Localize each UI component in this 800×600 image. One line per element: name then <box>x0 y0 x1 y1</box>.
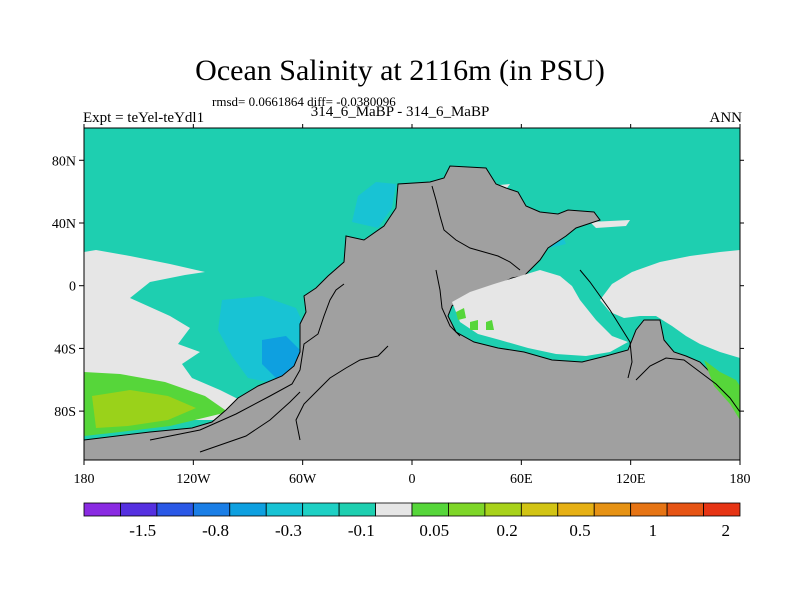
coastline-west <box>149 283 345 441</box>
y-tick-label: 80S <box>54 405 76 420</box>
y-tick-label: 0 <box>69 280 76 295</box>
x-tick-label: 180 <box>730 472 751 487</box>
colorbar-swatch <box>120 502 158 517</box>
coastline-australia <box>635 357 740 413</box>
colorbar-swatch <box>593 502 632 517</box>
colorbar-swatch <box>83 502 121 517</box>
x-tick-label: 60E <box>510 472 533 487</box>
blue-patch-north <box>352 182 396 228</box>
colorbar-label: -0.8 <box>202 521 229 540</box>
colorbar-swatch <box>703 502 741 517</box>
colorbar-swatch <box>484 502 522 517</box>
land-mass <box>84 165 740 460</box>
colorbar-swatch <box>666 502 704 517</box>
coastline-arctic <box>431 185 521 271</box>
x-tick-label: 120E <box>616 472 646 487</box>
colorbar-label: -1.5 <box>129 521 156 540</box>
colorbar-label: -0.1 <box>348 521 375 540</box>
stats-line: rmsd= 0.0661864 diff= -0.0380096 <box>212 94 396 109</box>
chart-subtitle: 314_6_MaBP - 314_6_MaBP <box>310 104 490 120</box>
x-tick-label: 60W <box>289 472 317 487</box>
colorbar-label: 1 <box>649 521 658 540</box>
coastline-india <box>579 269 633 379</box>
near-zero-region-central-east <box>452 270 628 356</box>
colorbar-swatch <box>411 502 449 517</box>
near-zero-region-northeast <box>590 220 630 228</box>
colorbar-swatch <box>338 502 376 517</box>
deep-blue-patch-pacific <box>262 336 300 378</box>
colorbar-swatch <box>630 502 668 517</box>
near-zero-region-east <box>600 250 740 358</box>
colorbar-label: 2 <box>722 521 731 540</box>
y-tick-label: 40N <box>52 217 76 232</box>
colorbar-swatch <box>302 502 340 517</box>
colorbar-swatch <box>156 502 194 517</box>
colorbar-swatch <box>375 502 413 517</box>
season-label: ANN <box>709 110 743 126</box>
colorbar-swatch <box>557 502 595 517</box>
colorbar-label: 0.5 <box>569 521 590 540</box>
positive-speck-a <box>456 308 466 320</box>
coastline-south <box>199 391 301 453</box>
x-tick-label: 120W <box>176 472 211 487</box>
chart-title: Ocean Salinity at 2116m (in PSU) <box>195 54 605 87</box>
positive-region-southwest-inner <box>92 390 196 428</box>
coastline-central <box>435 269 461 337</box>
colorbar: -1.5 -0.8 -0.3 -0.1 0.05 0.2 0.5 1 2 <box>83 502 741 540</box>
colorbar-swatch <box>520 502 559 517</box>
x-tick-label: 180 <box>74 472 95 487</box>
colorbar-label: 0.2 <box>496 521 517 540</box>
experiment-label: Expt = teYel-teYdl1 <box>83 110 205 126</box>
x-tick-label: 0 <box>409 472 416 487</box>
colorbar-swatch <box>265 502 304 517</box>
map-field <box>84 128 740 460</box>
colorbar-swatch <box>229 502 267 517</box>
colorbar-label: -0.3 <box>275 521 302 540</box>
axis-ticks: 180 120W 60W 0 60E 120E 180 80N 40N 0 40S 80S <box>52 124 751 487</box>
y-tick-label: 80N <box>52 154 76 169</box>
positive-speck-b <box>470 320 478 330</box>
colorbar-swatch <box>192 502 231 517</box>
y-tick-label: 40S <box>54 342 76 357</box>
coastline-east <box>295 345 389 441</box>
positive-speck-c <box>486 320 494 330</box>
colorbar-swatch <box>448 502 486 517</box>
colorbar-label: 0.05 <box>419 521 449 540</box>
